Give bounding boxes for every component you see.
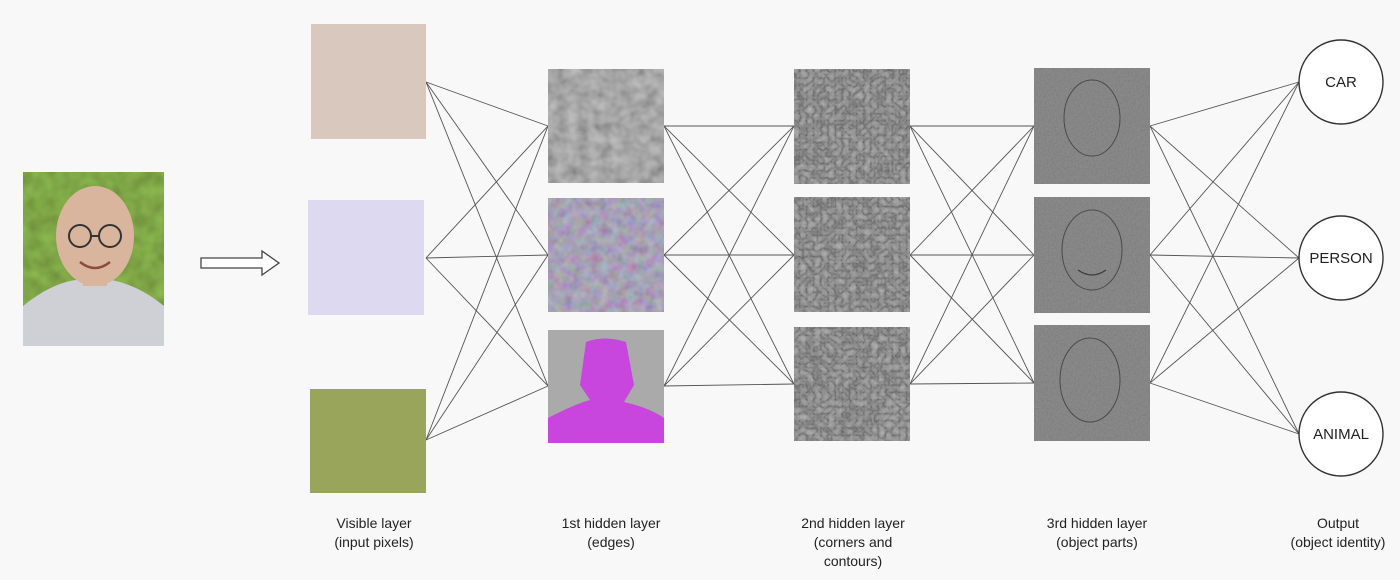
hidden-layer-1 bbox=[548, 69, 664, 443]
hidden-layer-2 bbox=[794, 69, 910, 441]
hidden-layer-2-label: 2nd hidden layer (corners and contours) bbox=[801, 515, 905, 569]
connection-line bbox=[425, 254, 549, 441]
connection-lines bbox=[425, 81, 1300, 441]
connection-line bbox=[1149, 382, 1300, 435]
connection-line bbox=[1149, 81, 1300, 127]
output-node-animal-label: ANIMAL bbox=[1313, 426, 1369, 443]
connection-line bbox=[425, 81, 549, 256]
connection-line bbox=[909, 125, 1035, 256]
connection-line bbox=[425, 81, 549, 127]
connection-line bbox=[663, 125, 795, 387]
output-layer: CAR PERSON ANIMAL bbox=[1298, 39, 1384, 477]
connection-line bbox=[663, 383, 795, 387]
connection-line bbox=[1149, 254, 1300, 259]
output-node-person-label: PERSON bbox=[1309, 250, 1372, 267]
connection-line bbox=[425, 125, 549, 441]
output-node-person bbox=[1298, 215, 1384, 301]
connection-line bbox=[425, 385, 549, 441]
connection-line bbox=[663, 254, 795, 385]
output-node-car-label: CAR bbox=[1325, 74, 1357, 91]
connection-line bbox=[425, 125, 549, 259]
visible-layer bbox=[308, 24, 426, 493]
hidden-layer-3-label: 3rd hidden layer (object parts) bbox=[1046, 515, 1148, 550]
hidden-layer-1-label: 1st hidden layer (edges) bbox=[561, 515, 661, 550]
connection-line bbox=[1149, 257, 1300, 384]
connection-line bbox=[425, 257, 549, 387]
output-layer-label: Output (object identity) bbox=[1290, 515, 1386, 550]
hidden-layer-3 bbox=[1034, 68, 1150, 441]
connection-line bbox=[663, 125, 795, 256]
output-node-car bbox=[1298, 39, 1384, 125]
right-arrow-icon bbox=[200, 249, 281, 277]
input-pixel-square-2 bbox=[308, 200, 424, 315]
connection-line bbox=[909, 254, 1035, 385]
input-pixel-square-1 bbox=[311, 24, 426, 139]
connection-line bbox=[1149, 81, 1300, 256]
input-pixel-square-3 bbox=[310, 389, 426, 493]
connection-line bbox=[909, 382, 1035, 385]
visible-layer-label: Visible layer (input pixels) bbox=[334, 515, 414, 550]
connection-line bbox=[1149, 125, 1300, 435]
connection-line bbox=[663, 254, 795, 387]
connection-line bbox=[909, 125, 1035, 385]
input-photo bbox=[23, 172, 164, 346]
connection-line bbox=[1149, 254, 1300, 435]
photo-smile bbox=[79, 260, 111, 270]
connection-line bbox=[1149, 81, 1300, 384]
connection-line bbox=[1149, 125, 1300, 259]
connection-line bbox=[425, 254, 549, 259]
output-node-animal bbox=[1298, 391, 1384, 477]
photo-shirt bbox=[23, 280, 164, 346]
connection-line bbox=[425, 81, 549, 387]
